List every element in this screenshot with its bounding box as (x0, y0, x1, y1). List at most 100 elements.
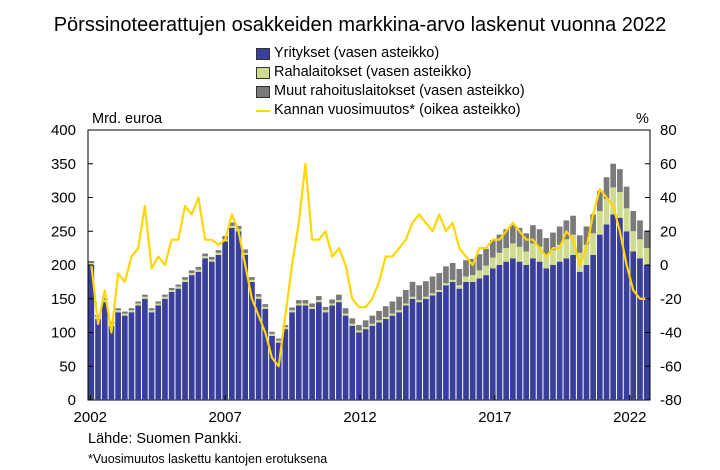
bar-rahalaitokset-2018Q4 (543, 254, 550, 269)
bar-yritykset-2012Q4 (382, 319, 389, 400)
bar-muut-2001Q4 (88, 260, 95, 263)
bar-rahalaitokset-2004Q3 (162, 296, 168, 299)
bar-muut-2005Q3 (188, 270, 195, 274)
bar-rahalaitokset-2012Q1 (362, 327, 369, 330)
legend-swatch-kanta (256, 109, 270, 112)
bar-muut-2002Q4 (115, 308, 121, 311)
bar-yritykset-2021Q4 (623, 231, 630, 400)
bar-yritykset-2019Q1 (550, 265, 556, 400)
bar-rahalaitokset-2015Q3 (456, 285, 463, 289)
bar-yritykset-2006Q1 (202, 258, 208, 400)
bar-muut-2013Q2 (396, 296, 402, 311)
bar-muut-2014Q2 (423, 281, 429, 297)
bar-yritykset-2016Q4 (489, 268, 496, 401)
bar-rahalaitokset-2018Q3 (536, 246, 543, 262)
bar-yritykset-2015Q1 (443, 285, 449, 400)
bar-yritykset-2007Q3 (242, 254, 249, 401)
bar-rahalaitokset-2017Q1 (496, 252, 503, 265)
bar-rahalaitokset-2011Q2 (342, 313, 349, 316)
bar-rahalaitokset-2005Q3 (188, 273, 195, 276)
bar-muut-2015Q3 (456, 269, 463, 286)
left-tick-label: 50 (59, 358, 76, 375)
bar-yritykset-2019Q4 (570, 254, 576, 401)
bar-yritykset-2013Q4 (409, 298, 416, 400)
bar-yritykset-2012Q1 (362, 329, 369, 401)
bar-yritykset-2003Q4 (142, 298, 148, 400)
bar-rahalaitokset-2014Q2 (423, 296, 429, 299)
legend: Yritykset (vasen asteikko) Rahalaitokset… (256, 44, 525, 120)
bar-muut-2008Q4 (275, 338, 282, 341)
x-tick-label: 2007 (208, 409, 241, 426)
bar-muut-2016Q3 (483, 248, 489, 266)
bar-yritykset-2013Q1 (389, 315, 396, 401)
bar-yritykset-2012Q3 (376, 322, 382, 401)
bar-rahalaitokset-2004Q1 (148, 310, 155, 313)
bar-muut-2011Q1 (336, 294, 342, 301)
bar-muut-2021Q3 (617, 169, 623, 193)
bar-yritykset-2015Q3 (456, 288, 463, 401)
right-tick-label: -20 (660, 291, 682, 308)
bar-yritykset-2018Q4 (543, 268, 550, 401)
bar-rahalaitokset-2012Q4 (382, 316, 389, 319)
bar-muut-2016Q1 (469, 258, 476, 276)
right-tick-label: 20 (660, 223, 677, 240)
bar-yritykset-2006Q3 (215, 254, 222, 401)
bar-yritykset-2009Q1 (282, 329, 289, 401)
x-tick-label: 2022 (613, 409, 646, 426)
bar-rahalaitokset-2007Q4 (249, 279, 255, 282)
bar-rahalaitokset-2010Q3 (322, 310, 329, 313)
bar-rahalaitokset-2015Q2 (449, 279, 456, 282)
left-tick-label: 200 (51, 257, 76, 274)
right-tick-label: 40 (660, 190, 677, 207)
bar-yritykset-2010Q2 (315, 302, 322, 401)
bar-rahalaitokset-2013Q2 (396, 310, 402, 313)
bar-rahalaitokset-2013Q3 (402, 303, 409, 306)
bar-rahalaitokset-2013Q4 (409, 296, 416, 299)
bar-yritykset-2007Q4 (249, 281, 255, 401)
bar-muut-2015Q4 (463, 260, 469, 277)
bar-rahalaitokset-2004Q2 (155, 303, 162, 306)
bar-muut-2017Q1 (496, 234, 503, 253)
bar-yritykset-2022Q1 (630, 251, 637, 400)
bar-yritykset-2014Q2 (423, 298, 429, 400)
bar-muut-2012Q3 (376, 310, 382, 321)
bar-muut-2005Q2 (182, 277, 188, 280)
right-tick-label: -60 (660, 358, 682, 375)
bar-rahalaitokset-2001Q4 (88, 262, 95, 265)
bar-yritykset-2011Q1 (336, 302, 342, 401)
bar-muut-2008Q2 (262, 304, 269, 307)
bar-muut-2003Q2 (128, 308, 135, 311)
bar-yritykset-2005Q1 (175, 288, 182, 401)
bar-rahalaitokset-2004Q4 (168, 289, 175, 292)
bar-rahalaitokset-2012Q3 (376, 320, 382, 323)
bar-rahalaitokset-2008Q2 (262, 306, 269, 309)
bar-rahalaitokset-2009Q1 (282, 327, 289, 330)
bar-yritykset-2010Q4 (329, 305, 336, 400)
legend-swatch-yritykset (256, 47, 270, 60)
bar-muut-2018Q3 (536, 229, 543, 247)
bar-muut-2013Q4 (409, 281, 416, 297)
bar-rahalaitokset-2017Q4 (516, 246, 523, 262)
bar-yritykset-2002Q3 (108, 325, 115, 400)
bar-yritykset-2014Q1 (416, 302, 423, 401)
bar-muut-2009Q1 (282, 325, 289, 328)
bar-muut-2017Q4 (516, 227, 523, 247)
bar-yritykset-2016Q1 (469, 281, 476, 401)
bar-muut-2004Q1 (148, 308, 155, 311)
bar-muut-2021Q2 (610, 163, 617, 188)
right-tick-label: -40 (660, 325, 682, 342)
bar-yritykset-2007Q1 (229, 227, 235, 401)
bar-muut-2011Q3 (349, 318, 356, 324)
bar-muut-2021Q4 (623, 186, 630, 209)
bar-yritykset-2019Q2 (556, 261, 563, 401)
bar-muut-2002Q2 (101, 298, 108, 301)
bar-yritykset-2021Q3 (617, 217, 623, 400)
bar-muut-2005Q4 (195, 267, 202, 270)
bar-muut-2002Q3 (108, 321, 115, 324)
bar-yritykset-2017Q2 (503, 261, 509, 401)
left-axis-unit: Mrd. euroa (92, 111, 163, 127)
footnote: *Vuosimuutos laskettu kantojen erotuksen… (88, 452, 328, 466)
bar-rahalaitokset-2019Q2 (556, 244, 563, 262)
